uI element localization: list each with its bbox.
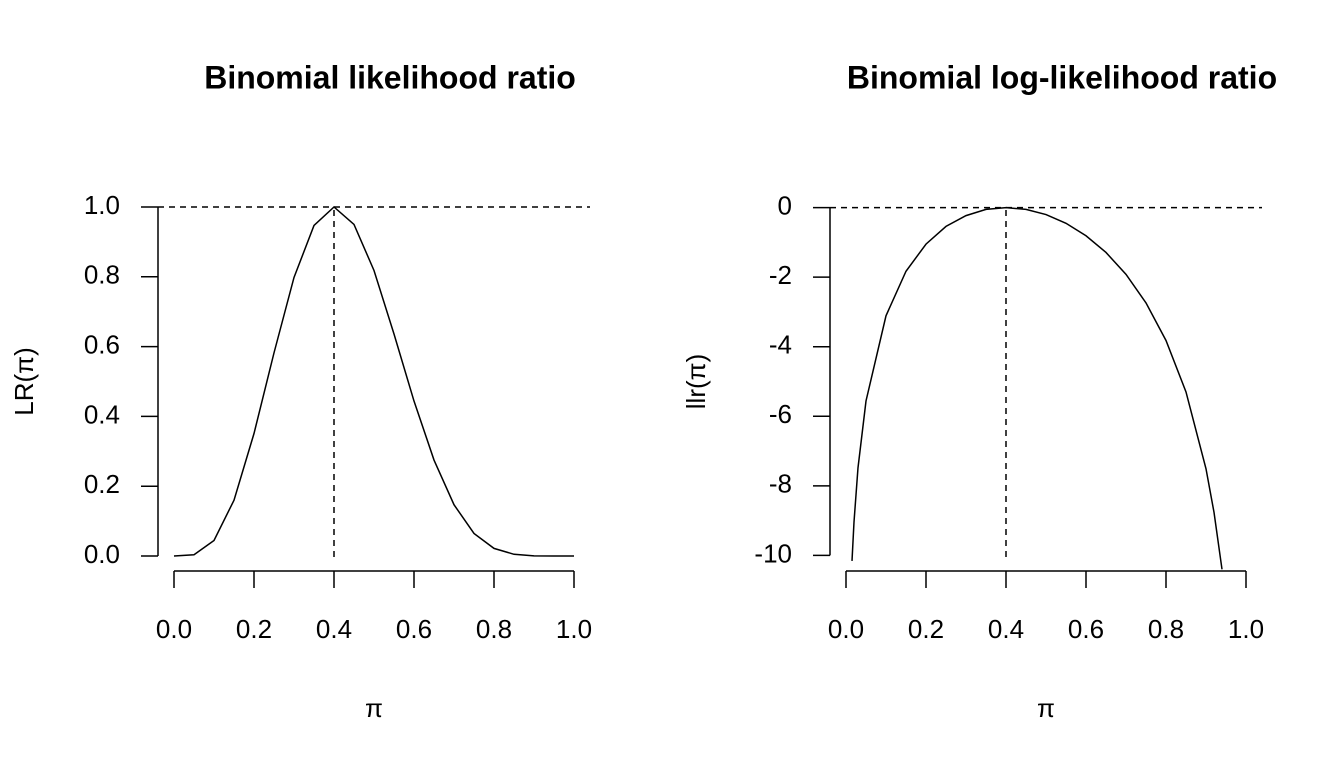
y-tick-label: 0.4	[84, 399, 120, 429]
x-axis-label: π	[365, 693, 383, 723]
y-tick-label: -2	[769, 260, 792, 290]
x-tick-label: 1.0	[556, 614, 592, 644]
x-tick-label: 0.2	[236, 614, 272, 644]
y-tick-label: 0.6	[84, 329, 120, 359]
y-tick-label: 1.0	[84, 190, 120, 220]
y-axis-label: LR(π)	[9, 347, 39, 416]
x-tick-label: 0.4	[988, 614, 1024, 644]
x-axis-label: π	[1037, 693, 1055, 723]
y-tick-label: 0	[778, 190, 792, 220]
x-tick-label: 0.8	[476, 614, 512, 644]
y-tick-label: -6	[769, 399, 792, 429]
x-tick-label: 0.6	[396, 614, 432, 644]
y-tick-label: 0.2	[84, 469, 120, 499]
y-tick-label: -4	[769, 330, 792, 360]
chart-title: Binomial likelihood ratio	[204, 59, 576, 95]
x-tick-label: 0.4	[316, 614, 352, 644]
y-tick-label: 0.8	[84, 260, 120, 290]
x-tick-label: 0.8	[1148, 614, 1184, 644]
curve	[851, 206, 1223, 570]
x-tick-label: 0.0	[156, 614, 192, 644]
x-tick-label: 0.0	[828, 614, 864, 644]
chart-title: Binomial log-likelihood ratio	[847, 59, 1277, 95]
x-tick-label: 0.6	[1068, 614, 1104, 644]
x-tick-label: 1.0	[1228, 614, 1264, 644]
curve	[173, 205, 574, 557]
y-axis-label: llr(π)	[681, 354, 711, 409]
y-tick-label: -8	[769, 469, 792, 499]
y-tick-label: -10	[754, 538, 792, 568]
y-tick-label: 0.0	[84, 539, 120, 569]
x-tick-label: 0.2	[908, 614, 944, 644]
